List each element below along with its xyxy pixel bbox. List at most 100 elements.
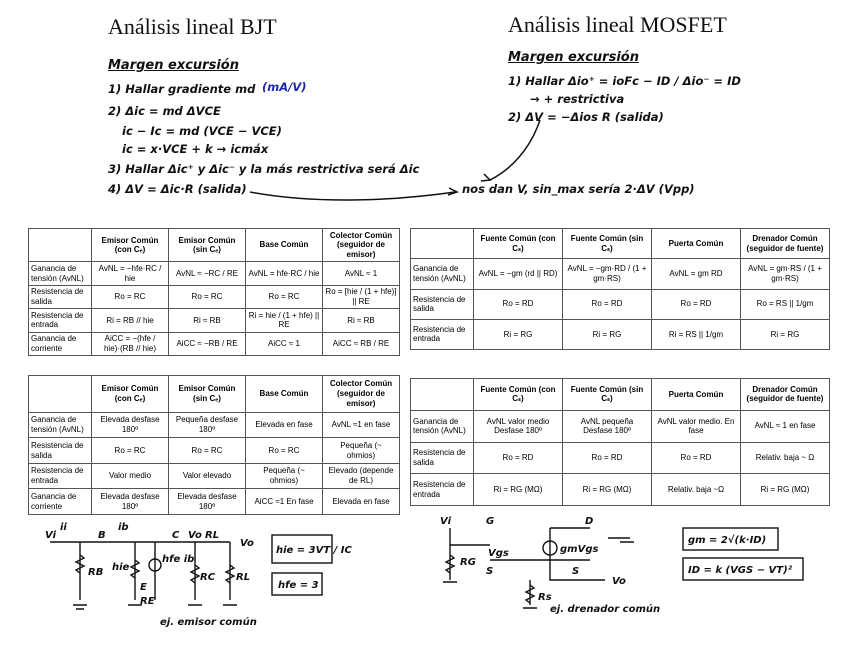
mos-circuit [443,527,804,609]
table-cell: Ri ≈ RB [322,308,400,333]
table-cell: Ro = RD [473,441,563,475]
table-cell: Emisor Común (sin Cₑ) [168,227,246,263]
table-cell: AvNL ≈1 en fase [322,411,400,439]
table-row: Resistencia de salida Ro = RC Ro = RC Ro = … [28,437,400,464]
table-cell: AvNL valor medio. En fase [651,409,741,443]
table-cell: Resistencia de salida [410,288,474,320]
table-cell: AvNL = −hfe·RC / hie [91,261,169,286]
table-row: Fuente Común (con Cₛ) Fuente Común (sin C… [410,378,830,411]
table-cell: Base Común [245,227,323,263]
table-cell: AiCC ≈1 En fase [245,488,323,515]
arrow-head [480,173,492,182]
table-cell: Puerta Común [651,227,741,260]
table-cell: Resistencia de entrada [410,473,474,506]
table-cell: Ri = RG [562,318,652,351]
table-cell: Ro = RS || 1/gm [740,288,830,320]
table-cell: Ri = RS || 1/gm [651,318,741,351]
note: 2) ΔV = −Δios R (salida) [508,110,664,124]
table-cell: Valor medio [91,462,169,490]
table-cell: Ro = RC [91,284,169,310]
table-cell: Resistencia de salida [28,284,92,310]
table-cell: Relativ. baja ~ Ω [740,441,830,475]
table-cell: Resistencia de salida [28,437,92,464]
table-cell: AiCC ≈ −RB / RE [168,331,246,357]
arrow-head [447,187,459,196]
table-cell: AvNL ≈ −RC / RE [168,261,246,286]
heading: Margen excursión [108,58,239,73]
table-cell: Emisor Común (sin Cₑ) [168,375,246,413]
formula-box: hie = 3VT / IC [276,545,353,556]
table-cell: Elevada desfase 180º [91,411,169,439]
table-cell: Ro = RC [245,284,323,310]
table-cell: Elevada desfase 180º [168,488,246,515]
table-cell: Ro = RD [562,288,652,320]
table-row: Resistencia de salida Ro = RD Ro = RD Ro = … [410,288,830,320]
note: 3) Hallar Δic⁺ y Δic⁻ y la más restricti… [108,162,420,176]
table-cell: AiCC = −(hfe / hie)·(RB // hie) [91,331,169,357]
note: 1) Hallar gradiente md [108,82,256,96]
table-cell: Resistencia de entrada [28,308,92,333]
table-cell: AvNL pequeña Desfase 180º [562,409,652,443]
table-cell [28,375,92,413]
table-cell: Colector Común (seguidor de emisor) [322,227,400,263]
circuit-label: RG [460,557,476,568]
table-row: Emisor Común (con Cₑ) Emisor Común (sin C… [28,227,400,263]
circuit-label: RL [236,572,250,583]
circuit-label: RC [200,572,216,583]
circuit-label: Vi [440,516,452,527]
table-cell: Ri = RG (MΩ) [473,473,563,506]
note: 4) ΔV = Δic·R (salida) [108,182,247,196]
note: (mA/V) [262,80,307,94]
table-cell: Puerta Común [651,378,741,411]
table-cell: Valor elevado [168,462,246,490]
table-cell: Resistencia de salida [410,441,474,475]
heading: Margen excursión [508,50,639,65]
table-cell: Ganancia de tensión (AvNL) [410,258,474,290]
table-cell: Ro = RC [91,437,169,464]
table-cell: AvNL = hfe·RC / hie [245,261,323,286]
table-cell: Elevada desfase 180º [91,488,169,515]
note: ic = x·VCE + k → icmáx [122,142,269,156]
table-cell: Relativ. baja ~Ω [651,473,741,506]
table-row: Ganancia de tensión (AvNL) Elevada desfas… [28,411,400,439]
note: 2) Δic = md ΔVCE [108,104,221,118]
table-cell: AiCC ≈ RB / RE [322,331,400,357]
table-row: Resistencia de entrada Ri = RG Ri = RG Ri =… [410,318,830,351]
table: Fuente Común (con Cₛ) Fuente Común (sin C… [410,378,830,506]
table-cell: Pequeña (~ ohmios) [322,437,400,464]
table-cell: AvNL = gm·RS / (1 + gm·RS) [740,258,830,290]
table-row: Resistencia de entrada Valor medio Valor e… [28,462,400,490]
table-row: Ganancia de corriente Elevada desfase 180… [28,488,400,515]
table-cell: Ri = hie / (1 + hfe) || RE [245,308,323,333]
table-cell: Ro = RC [245,437,323,464]
table-cell: Ro = RD [651,288,741,320]
caption: ej. emisor común [160,616,257,628]
table-cell: AvNL = −gm·RD / (1 + gm·RS) [562,258,652,290]
table-cell: Elevada en fase [322,488,400,515]
circuit-label: RE [140,596,155,607]
table-cell: AvNL = gm RD [651,258,741,290]
table-cell: Base Común [245,375,323,413]
circuit-label: D [585,516,593,527]
table-cell: Ganancia de tensión (AvNL) [410,409,474,443]
table-cell: Fuente Común (sin Cₛ) [562,227,652,260]
table-row: Resistencia de salida Ro = RD Ro = RD Ro = … [410,441,830,475]
table-cell: AvNL ≈ 1 en fase [740,409,830,443]
bjt-circuit [50,534,333,610]
table-row: Ganancia de tensión (AvNL) AvNL valor med… [410,409,830,443]
table-cell: Colector Común (seguidor de emisor) [322,375,400,413]
table-row: Resistencia de salida Ro = RC Ro = RC Ro = … [28,284,400,310]
table-cell: Pequeña (~ ohmios) [245,462,323,490]
circuit-label: Vgs [488,548,509,559]
table-cell: Drenador Común (seguidor de fuente) [740,227,830,260]
circuit-label: Vo [612,576,626,587]
table-cell: Ri ≈ RB [168,308,246,333]
table-cell: Ri = RG [740,318,830,351]
table-cell: Ro = RD [651,441,741,475]
circuit-label: RL [205,530,219,541]
table-cell: Ri = RG (MΩ) [562,473,652,506]
table-cell: Resistencia de entrada [28,462,92,490]
table-cell: Resistencia de entrada [410,318,474,351]
table-cell: Elevado (depende de RL) [322,462,400,490]
